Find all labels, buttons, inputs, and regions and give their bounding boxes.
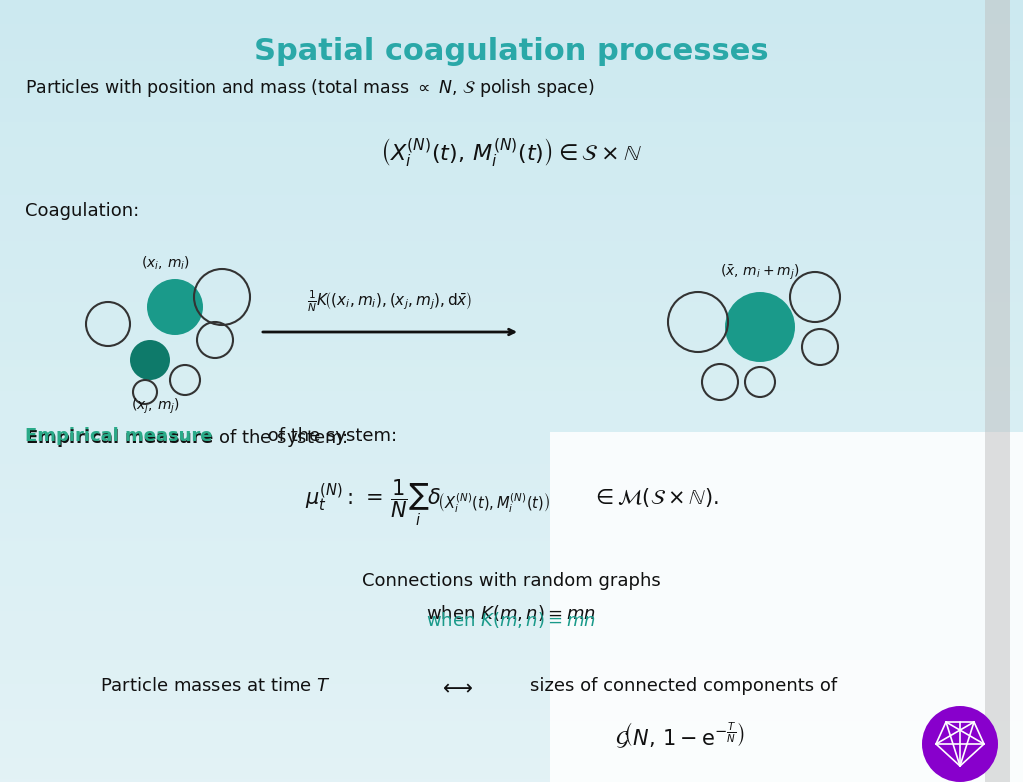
Text: $(x_i,\, m_i)$: $(x_i,\, m_i)$	[140, 255, 189, 272]
Text: $\mathcal{G}\!\left(N,\,1-\mathrm{e}^{-\frac{T}{N}}\right)$: $\mathcal{G}\!\left(N,\,1-\mathrm{e}^{-\…	[615, 720, 745, 750]
Text: Particle masses at time $T$: Particle masses at time $T$	[100, 677, 330, 695]
Text: Spatial coagulation processes: Spatial coagulation processes	[254, 37, 769, 66]
Circle shape	[130, 340, 170, 380]
Text: Empirical measure: Empirical measure	[25, 427, 213, 445]
Text: sizes of connected components of: sizes of connected components of	[530, 677, 837, 695]
FancyBboxPatch shape	[985, 0, 1010, 782]
Text: $\bf{Empirical\ measure}$ of the system:: $\bf{Empirical\ measure}$ of the system:	[25, 427, 348, 449]
Circle shape	[725, 292, 795, 362]
Text: $\left(X_i^{(N)}(t),\,M_i^{(N)}(t)\right)\in\mathcal{S}\times\mathbb{N}$: $\left(X_i^{(N)}(t),\,M_i^{(N)}(t)\right…	[381, 137, 642, 169]
Text: when $K(m,n) = mn$: when $K(m,n) = mn$	[427, 610, 596, 630]
FancyBboxPatch shape	[550, 432, 1023, 782]
Text: Particles with position and mass (total mass $\propto$ $N$, $\mathcal{S}$ polish: Particles with position and mass (total …	[25, 77, 594, 99]
Text: Connections with random graphs
when $K(m,n) = mn$: Connections with random graphs when $K(m…	[362, 572, 661, 622]
Text: $(\bar{x},\, m_i + m_j)$: $(\bar{x},\, m_i + m_j)$	[720, 263, 800, 282]
Text: $\longleftrightarrow$: $\longleftrightarrow$	[438, 677, 473, 697]
Text: $\frac{1}{N}K\!\left((x_i, m_i),(x_j, m_j),\mathrm{d}\bar{x}\right)$: $\frac{1}{N}K\!\left((x_i, m_i),(x_j, m_…	[307, 289, 473, 314]
Text: Coagulation:: Coagulation:	[25, 202, 139, 220]
Text: $\mu_t^{(N)}:\,=\,\dfrac{1}{N}\sum_{i}\delta_{\!\left(X_i^{(N)}(t),M_i^{(N)}(t)\: $\mu_t^{(N)}:\,=\,\dfrac{1}{N}\sum_{i}\d…	[305, 477, 718, 528]
Circle shape	[147, 279, 203, 335]
Text: of the system:: of the system:	[262, 427, 397, 445]
Circle shape	[922, 706, 998, 782]
Text: $(x_j,\, m_j)$: $(x_j,\, m_j)$	[131, 397, 179, 416]
